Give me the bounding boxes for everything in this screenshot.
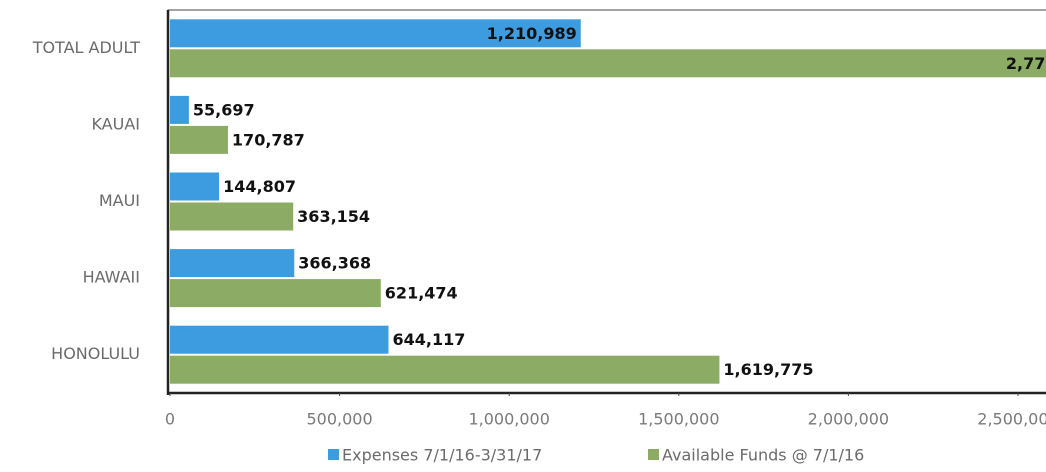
legend-label: Expenses 7/1/16-3/31/17 xyxy=(342,446,542,465)
bar xyxy=(170,49,1046,78)
bar xyxy=(170,279,381,308)
bar xyxy=(170,19,581,48)
bar xyxy=(170,202,294,231)
bar xyxy=(170,325,389,354)
category-label: KAUAI xyxy=(91,114,140,133)
value-label: 366,368 xyxy=(298,254,371,273)
bar xyxy=(170,355,720,384)
value-label: 621,474 xyxy=(385,284,458,303)
x-tick-label: 1,500,000 xyxy=(638,410,719,429)
category-label: HAWAII xyxy=(83,268,140,287)
x-tick-label: 2,000,000 xyxy=(808,410,889,429)
value-label: 1,210,989 xyxy=(487,24,577,43)
value-label: 2,775,190 xyxy=(1006,54,1046,73)
x-tick-label: 1,000,000 xyxy=(468,410,549,429)
x-tick-label: 500,000 xyxy=(307,410,373,429)
value-label: 144,807 xyxy=(223,177,296,196)
value-label: 170,787 xyxy=(232,130,305,149)
value-label: 1,619,775 xyxy=(723,360,813,379)
legend-label: Available Funds @ 7/1/16 xyxy=(662,446,864,465)
x-tick-label: 0 xyxy=(165,410,175,429)
bar xyxy=(170,249,295,278)
category-label: MAUI xyxy=(99,191,140,210)
value-label: 363,154 xyxy=(297,207,370,226)
category-label: TOTAL ADULT xyxy=(32,38,141,57)
bar xyxy=(170,172,220,201)
value-label: 644,117 xyxy=(392,330,465,349)
value-label: 55,697 xyxy=(193,100,255,119)
legend-swatch xyxy=(328,449,339,460)
legend-swatch xyxy=(648,449,659,460)
category-label: HONOLULU xyxy=(51,344,140,363)
bar xyxy=(170,125,228,154)
bar xyxy=(170,95,189,124)
x-tick-label: 2,500,000 xyxy=(977,410,1046,429)
